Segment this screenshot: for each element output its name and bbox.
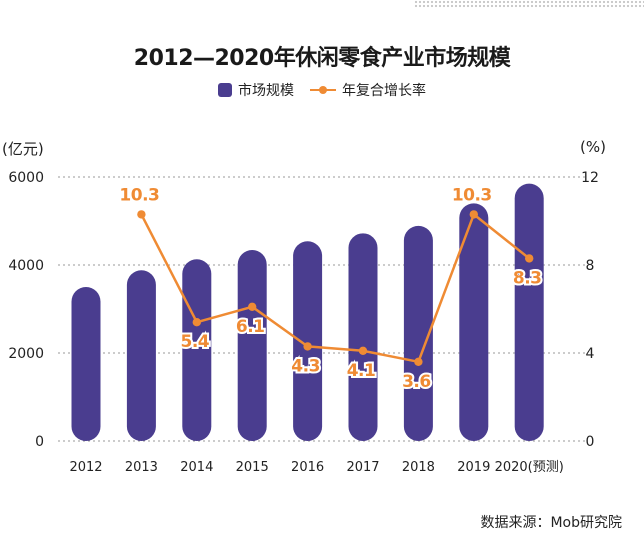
y-left-tick-label: 6000 [8,170,44,186]
growth-data-label: 10.3 [452,185,492,205]
bar-2019 [459,203,489,441]
bar-2014 [182,259,212,441]
x-tick-label: 2018 [402,460,435,475]
bar-2015 [237,250,267,441]
growth-point-2016 [303,342,312,351]
growth-data-label: 10.3 [119,185,159,205]
growth-data-label: 4.1 [347,361,376,381]
growth-point-2013 [137,210,146,219]
source-note: 数据来源：Mob研究院 [480,515,622,531]
legend-label-line: 年复合增长率 [342,83,426,99]
growth-data-label: 6.1 [236,317,265,337]
y-right-tick-label: 4 [586,346,595,362]
y-right-unit-label: (%) [580,138,606,156]
growth-point-2015 [248,302,257,311]
y-right-tick-label: 12 [581,170,599,186]
growth-data-label: 5.4 [180,332,209,352]
x-tick-label: 2020(预测) [495,460,564,475]
dotted-decoration [414,0,644,8]
growth-point-2020(预测) [525,254,534,263]
x-tick-label: 2019 [457,460,490,475]
growth-point-2018 [414,357,423,366]
growth-rate-line [140,213,530,364]
bar-2016 [293,241,323,441]
bar-2012 [71,287,101,441]
x-tick-label: 2017 [346,460,379,475]
y-left-tick-label: 2000 [8,346,44,362]
growth-data-label: 8.3 [513,268,542,288]
legend-swatch-bar [218,83,232,97]
bar-2013 [126,270,156,441]
y-left-unit-label: (亿元) [2,140,44,158]
x-tick-label: 2014 [180,460,213,475]
growth-data-label: 4.3 [291,356,320,376]
chart-title: 2012—2020年休闲零食产业市场规模 [133,46,511,71]
y-right-tick-label: 8 [586,258,595,274]
y-right-tick-label: 0 [586,434,595,450]
growth-point-2019 [469,210,478,219]
x-tick-label: 2015 [236,460,269,475]
y-left-tick-label: 4000 [8,258,44,274]
x-tick-label: 2016 [291,460,324,475]
legend-item-bar: 市场规模 [218,80,294,100]
x-tick-label: 2012 [69,460,102,475]
legend-label-bar: 市场规模 [238,83,294,99]
bar-2017 [348,233,378,441]
y-left-tick-label: 0 [35,434,44,450]
growth-data-label: 3.6 [402,372,431,392]
growth-point-2014 [192,318,201,327]
growth-point-2017 [358,346,368,355]
legend: 市场规模 年复合增长率 [0,80,644,100]
legend-item-line: 年复合增长率 [310,80,426,100]
legend-swatch-line [310,84,336,96]
bar-2018 [403,225,433,441]
bar-2020(预测) [514,183,544,441]
x-tick-label: 2013 [125,460,158,475]
